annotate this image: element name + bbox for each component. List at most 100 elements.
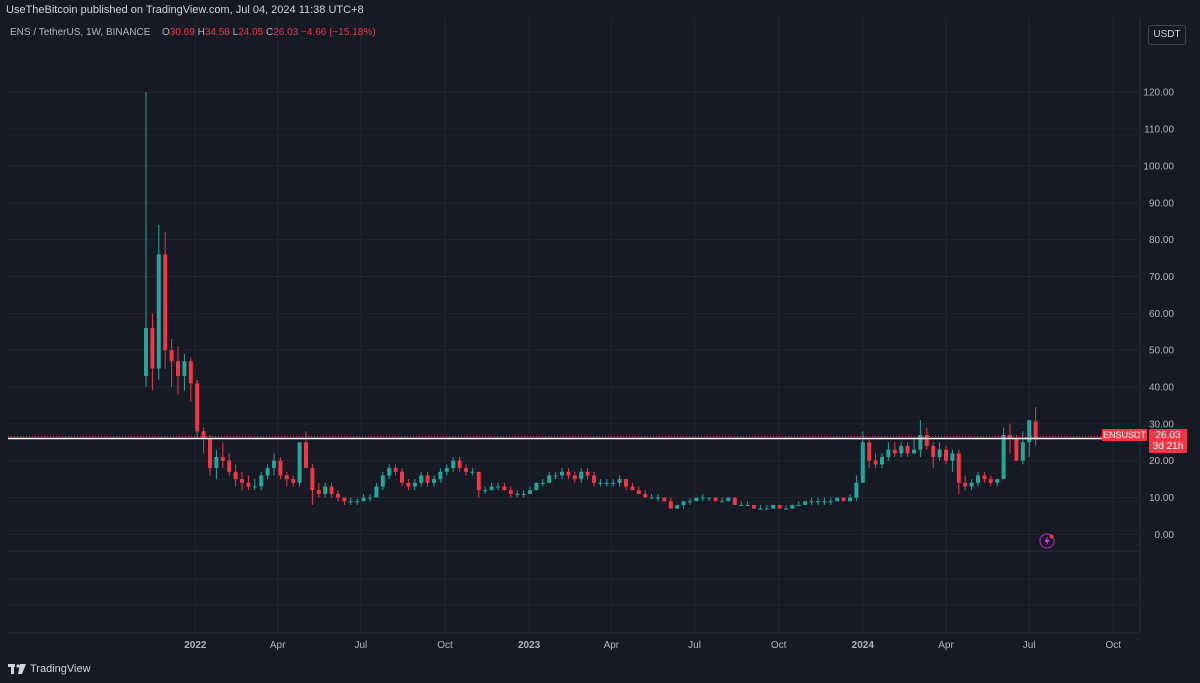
- candle-body: [233, 471, 238, 480]
- candle-body: [1033, 421, 1038, 439]
- candle-body: [419, 475, 424, 483]
- candle-body: [528, 490, 532, 494]
- candle-body: [745, 504, 750, 506]
- close-label: C: [266, 27, 274, 38]
- candle-body: [579, 471, 584, 480]
- y-tick-label: 60.00: [1149, 309, 1174, 320]
- candle-body: [566, 471, 571, 476]
- candle-body: [400, 471, 404, 483]
- candle-body: [457, 460, 462, 469]
- candle-body: [752, 504, 756, 509]
- candle-body: [790, 504, 795, 509]
- x-tick-label: Apr: [604, 640, 620, 651]
- candle-body: [502, 486, 507, 491]
- candle-body: [252, 486, 257, 488]
- candle-body: [944, 449, 948, 461]
- candle-body: [662, 497, 667, 502]
- candle-body: [604, 482, 609, 484]
- candle-body: [451, 460, 456, 469]
- candle-body: [694, 497, 699, 502]
- candle-body: [912, 449, 916, 454]
- candle-body: [387, 468, 392, 476]
- candle-body: [521, 493, 526, 495]
- candle-body: [764, 508, 769, 510]
- candle-body: [784, 508, 788, 510]
- candle-body: [1020, 442, 1025, 461]
- candle-body: [393, 468, 398, 472]
- tradingview-logo-icon: [8, 664, 26, 674]
- candle-body: [1001, 434, 1006, 480]
- candle-body: [822, 501, 827, 503]
- candle-body: [700, 497, 705, 499]
- pane-frame: [8, 18, 1141, 634]
- candle-body: [880, 457, 884, 465]
- grid-lines: [8, 18, 1139, 633]
- candle-body: [361, 497, 366, 502]
- candle-body: [963, 482, 968, 487]
- candle-body: [624, 479, 628, 487]
- candle-body: [227, 460, 232, 472]
- candle-body: [585, 471, 590, 476]
- candle-body: [380, 475, 385, 487]
- x-tick-label: Jul: [688, 640, 701, 651]
- brand-name: TradingView: [30, 663, 91, 675]
- candle-body: [188, 361, 193, 384]
- candle-body: [169, 350, 174, 362]
- candle-body: [464, 468, 468, 472]
- candle-body: [649, 497, 654, 499]
- candle-body: [873, 460, 878, 465]
- candle-body: [899, 445, 904, 454]
- candle-body: [560, 471, 564, 476]
- close-value: 26.03: [273, 27, 299, 38]
- candle-body: [931, 445, 936, 458]
- candle-body: [489, 486, 494, 491]
- x-tick-label: 2022: [184, 640, 207, 651]
- open-label: O: [161, 27, 170, 38]
- candle-body: [867, 442, 872, 461]
- candle-body: [617, 479, 622, 483]
- candle-body: [374, 486, 379, 498]
- candle-body: [214, 457, 219, 469]
- candle-body: [323, 486, 328, 494]
- y-tick-label: 110.00: [1144, 125, 1174, 136]
- candle-body: [348, 501, 353, 503]
- candle-body: [720, 501, 724, 503]
- candle-body: [150, 328, 155, 369]
- candle-body: [636, 490, 641, 494]
- candle-body: [336, 493, 340, 498]
- tradingview-logo[interactable]: TradingView: [8, 663, 91, 675]
- candle-body: [950, 453, 955, 461]
- candle-body: [816, 501, 820, 503]
- candle-body: [483, 490, 488, 492]
- last-price-value: 26.03: [1155, 430, 1181, 441]
- open-value: 30.69: [169, 27, 195, 38]
- bar-countdown: 3d 21h: [1152, 441, 1184, 452]
- candle-body: [1014, 438, 1019, 461]
- candles: [8, 92, 1140, 510]
- y-tick-label: 50.00: [1149, 346, 1174, 357]
- candle-body: [771, 504, 776, 509]
- candle-body: [713, 497, 718, 502]
- candle-body: [163, 254, 168, 351]
- y-tick-label: 90.00: [1149, 198, 1174, 209]
- high-label: H: [197, 27, 205, 38]
- candle-body: [1027, 420, 1032, 443]
- candle-body: [918, 434, 923, 450]
- candle-body: [643, 493, 648, 498]
- candle-body: [707, 497, 712, 499]
- candle-body: [656, 497, 660, 499]
- candle-body: [924, 434, 929, 446]
- symbol-name[interactable]: ENS / TetherUS, 1W, BINANCE: [10, 27, 151, 38]
- candle-body: [515, 493, 520, 495]
- y-tick-label: 10.00: [1149, 493, 1174, 504]
- flash-icon[interactable]: [1039, 533, 1055, 549]
- currency-button[interactable]: USDT: [1148, 25, 1186, 45]
- candle-body: [284, 475, 289, 480]
- y-tick-label: 30.00: [1149, 419, 1174, 430]
- candle-body: [496, 486, 500, 488]
- y-tick-label: 0.00: [1155, 530, 1175, 541]
- candle-body: [675, 504, 680, 509]
- candle-body: [240, 479, 244, 483]
- candle-body: [438, 471, 443, 480]
